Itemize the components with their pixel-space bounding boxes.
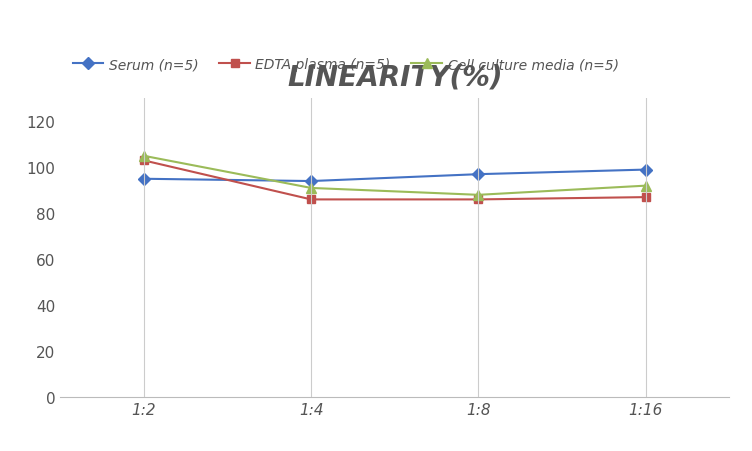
Cell culture media (n=5) (641, 184, 650, 189)
Serum (n=5) (307, 179, 316, 184)
Serum (n=5) (474, 172, 483, 178)
Cell culture media (n=5) (307, 186, 316, 191)
Line: Serum (n=5): Serum (n=5) (140, 166, 650, 186)
Line: Cell culture media (n=5): Cell culture media (n=5) (139, 152, 650, 200)
EDTA plasma (n=5) (307, 197, 316, 202)
EDTA plasma (n=5) (641, 195, 650, 200)
EDTA plasma (n=5) (474, 197, 483, 202)
Title: LINEARITY(%): LINEARITY(%) (287, 64, 502, 92)
Cell culture media (n=5) (139, 154, 148, 159)
EDTA plasma (n=5) (139, 158, 148, 164)
Cell culture media (n=5) (474, 193, 483, 198)
Legend: Serum (n=5), EDTA plasma (n=5), Cell culture media (n=5): Serum (n=5), EDTA plasma (n=5), Cell cul… (67, 53, 624, 78)
Serum (n=5) (139, 177, 148, 182)
Serum (n=5) (641, 167, 650, 173)
Line: EDTA plasma (n=5): EDTA plasma (n=5) (140, 157, 650, 204)
